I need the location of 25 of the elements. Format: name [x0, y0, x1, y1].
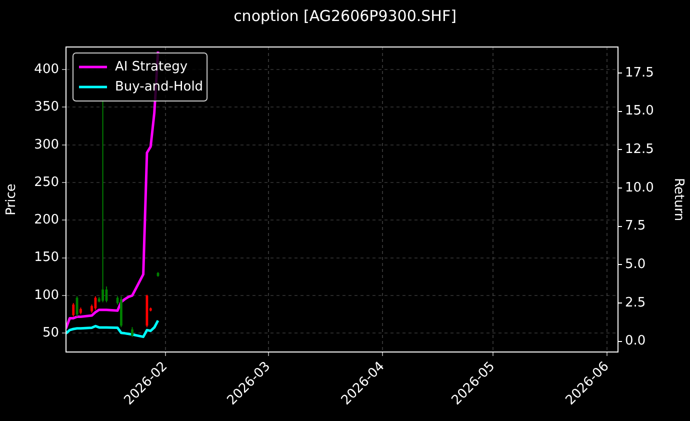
candlestick	[94, 296, 97, 310]
candlestick	[102, 99, 104, 303]
candlestick	[131, 326, 134, 338]
y2-tick-label: 0.0	[625, 334, 646, 349]
candlestick	[72, 302, 75, 318]
legend-label: Buy-and-Hold	[115, 79, 204, 94]
legend-label: AI Strategy	[115, 59, 188, 74]
y2-tick-label: 12.5	[625, 142, 654, 158]
y-tick-label: 150	[34, 250, 59, 266]
y-tick-label: 300	[34, 137, 59, 152]
y2-tick-label: 15.0	[625, 104, 654, 119]
y2-tick-label: 2.5	[625, 295, 646, 310]
y-tick-label: 250	[34, 174, 59, 190]
y-tick-label: 350	[34, 100, 59, 115]
y-tick-label: 400	[34, 62, 59, 77]
y2-tick-label: 7.5	[625, 218, 646, 234]
y2-tick-label: 17.5	[625, 65, 654, 80]
y-axis-title: Price	[4, 184, 20, 216]
y2-tick-label: 10.0	[625, 180, 654, 196]
y-tick-label: 200	[34, 212, 59, 228]
y2-axis-title: Return	[670, 178, 686, 222]
chart-title: cnoption [AG2606P9300.SHF]	[234, 6, 456, 25]
y-tick-label: 50	[42, 326, 59, 341]
y-tick-label: 100	[34, 288, 59, 303]
y2-tick-label: 5.0	[625, 257, 646, 272]
